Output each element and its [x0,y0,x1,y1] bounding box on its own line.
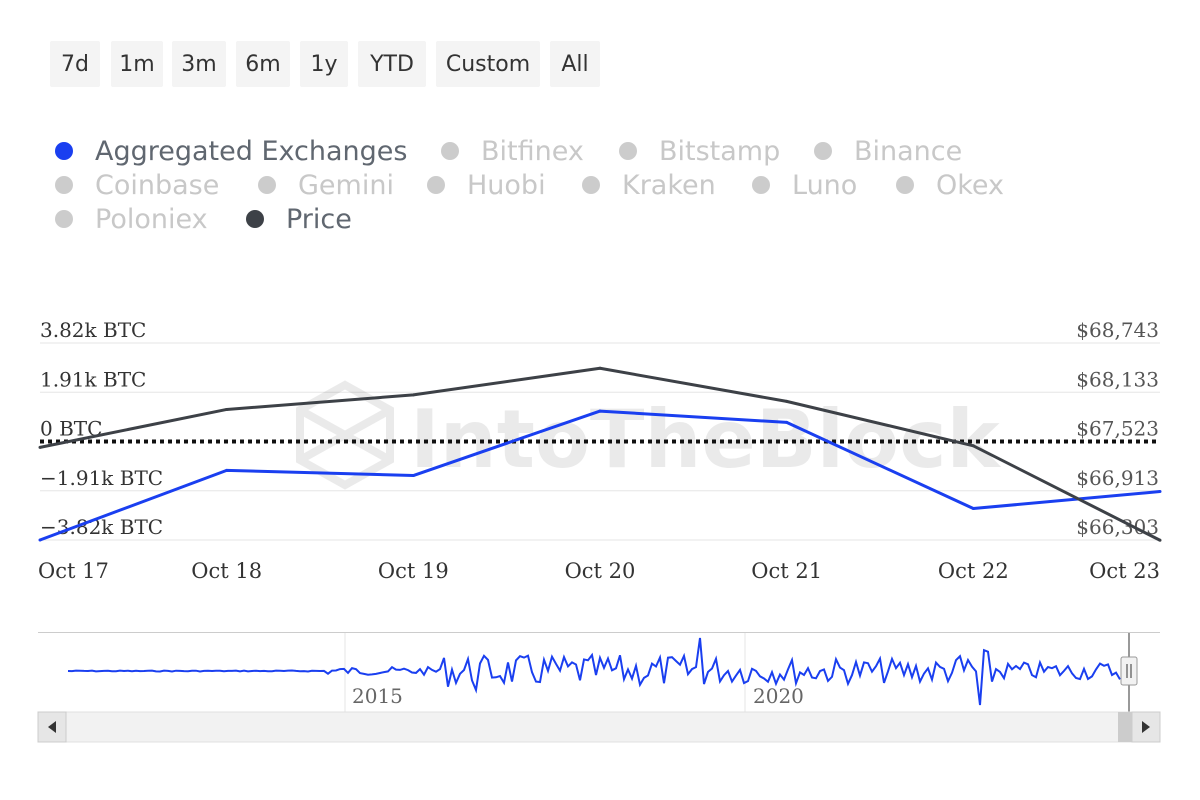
legend-dot-icon [752,176,770,194]
legend-dot-icon [896,176,914,194]
legend-item-okex[interactable]: Okex [896,168,1004,202]
legend-label: Gemini [298,169,394,201]
legend-label: Kraken [622,169,716,201]
range-button-ytd[interactable]: YTD [358,41,426,87]
x-tick-label: Oct 18 [191,559,262,583]
data-point-aggregated-exchanges[interactable] [225,468,229,472]
data-point-aggregated-exchanges[interactable] [38,538,42,542]
watermark-logo-icon [298,406,392,464]
data-point-aggregated-exchanges[interactable] [598,409,602,413]
data-point-aggregated-exchanges[interactable] [411,474,415,478]
x-tick-label: Oct 23 [1089,559,1160,583]
x-tick-label: Oct 22 [938,559,1009,583]
legend-item-gemini[interactable]: Gemini [258,168,394,202]
data-point-aggregated-exchanges[interactable] [971,507,975,511]
x-tick-label: Oct 20 [565,559,636,583]
legend-item-huobi[interactable]: Huobi [427,168,546,202]
legend-label: Luno [792,169,858,201]
range-button-custom[interactable]: Custom [436,41,540,87]
data-point-price[interactable] [225,407,229,411]
watermark-logo-icon [296,380,394,490]
navigator-year-label: 2015 [352,684,403,708]
x-tick-label: Oct 21 [751,559,822,583]
legend-label: Okex [936,169,1005,201]
legend-dot-icon [619,142,637,160]
legend-item-price[interactable]: Price [246,202,352,236]
y-left-tick-label: 3.82k BTC [40,318,146,342]
legend-item-bitstamp[interactable]: Bitstamp [619,134,780,168]
data-point-price[interactable] [785,399,789,403]
legend-dot-icon [55,210,73,228]
x-tick-label: Oct 19 [378,559,449,583]
legend-item-poloniex[interactable]: Poloniex [55,202,208,236]
scroll-left-button[interactable] [37,711,67,743]
range-button-1m[interactable]: 1m [111,41,163,87]
y-left-tick-label: −3.82k BTC [40,515,163,539]
legend-item-luno[interactable]: Luno [752,168,857,202]
legend-dot-icon [814,142,832,160]
y-right-tick-label: $68,743 [1076,318,1159,342]
legend-label: Aggregated Exchanges [95,135,408,167]
range-button-3m[interactable]: 3m [172,41,226,87]
legend-dot-icon [55,176,73,194]
y-left-tick-label: −1.91k BTC [40,466,163,490]
data-point-price[interactable] [598,366,602,370]
y-right-tick-label: $68,133 [1076,367,1159,391]
y-right-tick-label: $66,913 [1076,466,1159,490]
navigator-series-line [67,637,1121,706]
handle-grip-icon[interactable] [1120,656,1138,686]
legend-label: Bitfinex [481,135,584,167]
range-button-6m[interactable]: 6m [236,41,290,87]
legend-item-bitfinex[interactable]: Bitfinex [441,134,584,168]
legend-dot-icon [582,176,600,194]
data-point-aggregated-exchanges[interactable] [785,420,789,424]
arrow-right-icon [1142,721,1150,733]
data-point-price[interactable] [38,445,42,449]
legend-item-kraken[interactable]: Kraken [582,168,716,202]
arrow-left-icon [48,721,56,733]
range-button-1y[interactable]: 1y [300,41,348,87]
data-point-price[interactable] [971,444,975,448]
navigator-year-label: 2020 [753,684,804,708]
legend-label: Binance [854,135,963,167]
legend-label: Price [286,203,352,235]
legend-label: Huobi [467,169,546,201]
scrollbar-track[interactable] [37,711,1161,743]
data-point-price[interactable] [411,393,415,397]
data-point-price[interactable] [1158,538,1162,542]
watermark-logo-icon [298,406,392,464]
range-button-all[interactable]: All [550,41,600,87]
legend-dot-icon [55,142,73,160]
y-left-tick-label: 1.91k BTC [40,367,146,391]
scrollbar-thumb[interactable] [1118,712,1132,742]
legend-dot-icon [427,176,445,194]
legend-label: Bitstamp [659,135,781,167]
legend-dot-icon [441,142,459,160]
range-button-7d[interactable]: 7d [50,41,100,87]
y-right-tick-label: $67,523 [1076,417,1159,441]
legend-item-coinbase[interactable]: Coinbase [55,168,219,202]
legend-dot-icon [258,176,276,194]
legend-item-aggregated-exchanges[interactable]: Aggregated Exchanges [55,134,407,168]
legend: Aggregated Exchanges Bitfinex Bitstamp Bina… [0,0,1200,240]
navigator-handle[interactable] [1120,656,1138,686]
scroll-right-button[interactable] [1131,711,1161,743]
legend-label: Poloniex [95,203,208,235]
legend-item-binance[interactable]: Binance [814,134,962,168]
x-tick-label: Oct 17 [38,559,109,583]
legend-label: Coinbase [95,169,220,201]
legend-dot-icon [246,210,264,228]
data-point-aggregated-exchanges[interactable] [1158,490,1162,494]
